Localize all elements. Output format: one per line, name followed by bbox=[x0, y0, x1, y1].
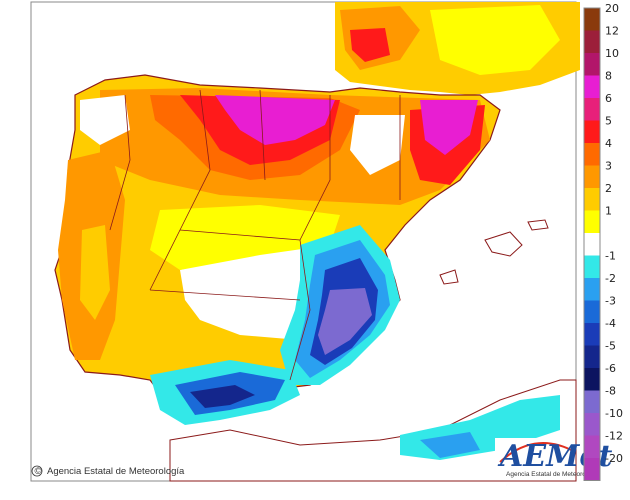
legend-label: -5 bbox=[605, 340, 616, 353]
legend-label: 20 bbox=[605, 2, 619, 15]
murcia-violet-zone bbox=[318, 288, 372, 355]
legend-swatch bbox=[584, 98, 600, 121]
legend-label: -4 bbox=[605, 317, 616, 330]
legend-label: -6 bbox=[605, 362, 616, 375]
north-africa-landmass bbox=[169, 379, 577, 482]
legend-frame bbox=[583, 7, 601, 481]
legend-swatch bbox=[584, 278, 600, 301]
legend-swatch bbox=[584, 75, 600, 98]
legend-label: -12 bbox=[605, 430, 623, 443]
legend-label: 2 bbox=[605, 182, 612, 195]
legend-label: 12 bbox=[605, 25, 619, 38]
legend-swatch bbox=[584, 368, 600, 391]
ebro-white-gap bbox=[350, 115, 405, 175]
copyright-symbol: © bbox=[35, 466, 42, 477]
andalusia-navy-zone bbox=[190, 385, 255, 408]
legend-swatch bbox=[584, 188, 600, 211]
legend-label: -8 bbox=[605, 385, 616, 398]
legend-label: 8 bbox=[605, 70, 612, 83]
cantabria-magenta-zone bbox=[215, 95, 335, 145]
logo-swoosh bbox=[499, 442, 576, 463]
portugal-mild-zone bbox=[80, 225, 110, 320]
aemet-logo: AEMet Agencia Estatal de Meteorología bbox=[495, 438, 612, 478]
ibiza-island bbox=[439, 269, 459, 285]
legend-label: -2 bbox=[605, 272, 616, 285]
legend-label: -1 bbox=[605, 250, 616, 263]
legend-swatch bbox=[584, 165, 600, 188]
legend-swatch bbox=[584, 413, 600, 436]
legend-label: 4 bbox=[605, 137, 612, 150]
legend-swatch bbox=[584, 30, 600, 53]
legend-label: 1 bbox=[605, 205, 612, 218]
central-yellow-zone bbox=[150, 205, 340, 270]
legend-swatch bbox=[584, 300, 600, 323]
legend-label: 3 bbox=[605, 160, 612, 173]
copyright-icon bbox=[31, 465, 43, 477]
legend-swatch bbox=[584, 210, 600, 233]
france-mild-zone bbox=[430, 5, 560, 75]
legend-swatch bbox=[584, 120, 600, 143]
regional-boundaries bbox=[109, 89, 401, 381]
logo-subtitle: Agencia Estatal de Meteorología bbox=[506, 471, 600, 478]
legend-label: 6 bbox=[605, 92, 612, 105]
catalonia-magenta-zone bbox=[420, 100, 478, 155]
legend-swatch bbox=[584, 345, 600, 368]
legend-swatch bbox=[584, 255, 600, 278]
legend-swatch bbox=[584, 458, 600, 481]
legend-label: -20 bbox=[605, 452, 623, 465]
legend-swatch bbox=[584, 53, 600, 76]
legend-label: -3 bbox=[605, 295, 616, 308]
legend-swatch bbox=[584, 323, 600, 346]
credit-text: Agencia Estatal de Meteorología bbox=[47, 466, 185, 477]
legend-swatch bbox=[584, 233, 600, 256]
legend-swatch bbox=[584, 8, 600, 31]
legend-swatch bbox=[584, 143, 600, 166]
galicia-white-patch bbox=[80, 95, 130, 145]
legend-swatch bbox=[584, 435, 600, 458]
legend-swatch bbox=[584, 390, 600, 413]
menorca-island bbox=[527, 219, 549, 231]
legend-label: 10 bbox=[605, 47, 619, 60]
legend-label: -10 bbox=[605, 407, 623, 420]
france-hot-zone bbox=[350, 28, 390, 62]
mallorca-island bbox=[484, 231, 523, 257]
legend-label: 5 bbox=[605, 115, 612, 128]
north-africa-blue-zone bbox=[420, 432, 480, 458]
